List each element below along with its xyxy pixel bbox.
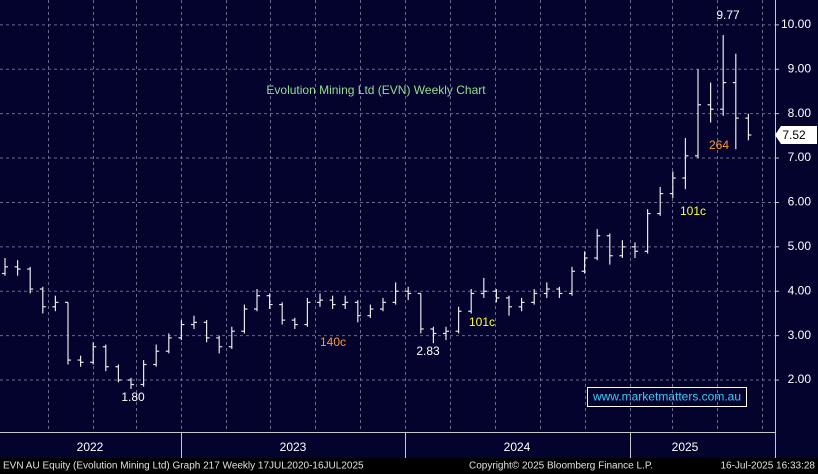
- annotation: 1.80: [121, 390, 145, 404]
- last-price-label: 7.52: [782, 128, 806, 142]
- annotation: 9.77: [716, 8, 740, 22]
- x-tick-label: 2024: [504, 440, 531, 454]
- y-tick-label: 7.00: [788, 150, 812, 164]
- annotation: 264: [709, 138, 729, 152]
- y-tick-label: 5.00: [788, 239, 812, 253]
- y-tick-label: 2.00: [788, 372, 812, 386]
- x-tick-label: 2022: [77, 440, 104, 454]
- chart-title: Evolution Mining Ltd (EVN) Weekly Chart: [266, 83, 486, 97]
- annotation: 2.83: [416, 344, 440, 358]
- footer-right: 16-Jul-2025 16:33:28: [720, 461, 815, 472]
- y-tick-label: 3.00: [788, 328, 812, 342]
- annotation: 101c: [680, 204, 706, 218]
- last-price-tag: [775, 125, 817, 144]
- y-tick-label: 4.00: [788, 283, 812, 297]
- watermark-box: [587, 387, 747, 407]
- footer-left: EVN AU Equity (Evolution Mining Ltd) Gra…: [3, 461, 364, 472]
- annotation: 140c: [320, 335, 346, 349]
- annotation: 101c: [469, 315, 495, 329]
- y-tick-label: 6.00: [788, 195, 812, 209]
- y-tick-label: 10.00: [781, 17, 811, 31]
- x-tick-label: 2023: [280, 440, 307, 454]
- x-tick-label: 2025: [672, 440, 699, 454]
- watermark: www.marketmatters.com.au: [592, 390, 741, 404]
- footer-center: Copyright© 2025 Bloomberg Finance L.P.: [469, 461, 653, 472]
- footer-bar: [0, 458, 818, 474]
- y-tick-label: 8.00: [788, 106, 812, 120]
- y-tick-label: 9.00: [788, 61, 812, 75]
